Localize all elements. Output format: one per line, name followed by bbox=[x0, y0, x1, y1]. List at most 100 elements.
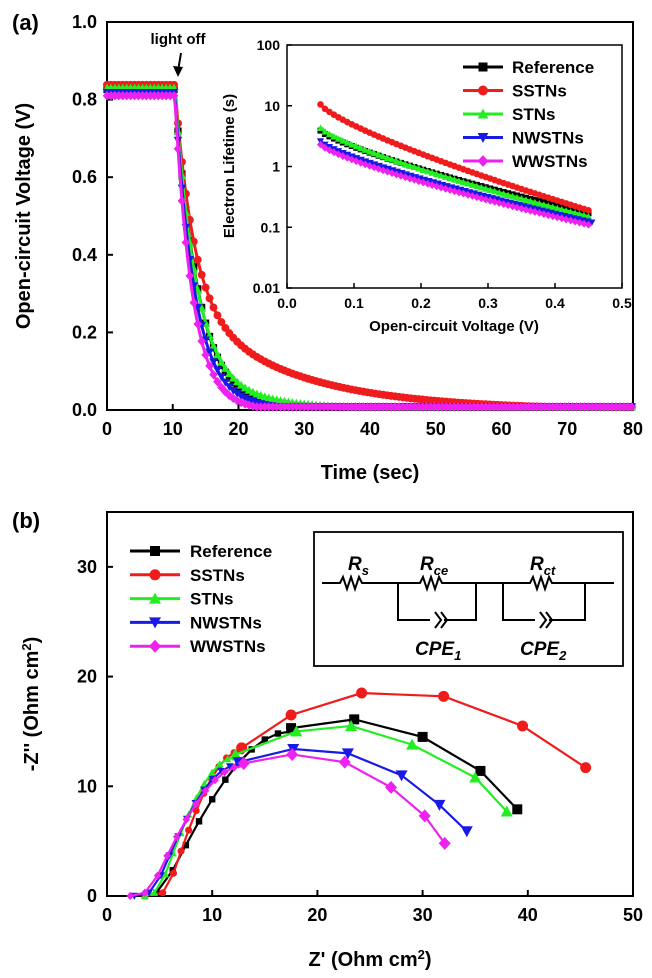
data-point bbox=[217, 373, 226, 382]
y-tick-label: 0.8 bbox=[72, 90, 97, 110]
nyquist-data-point bbox=[512, 804, 523, 815]
inset-data-point bbox=[522, 196, 530, 203]
nyquist-hf-point bbox=[261, 736, 268, 743]
inset-y-tick-label: 100 bbox=[257, 37, 281, 53]
inset-series-SSTNs bbox=[317, 101, 592, 214]
nyquist-data-point bbox=[433, 799, 446, 811]
inset-y-tick-label: 1 bbox=[272, 159, 280, 175]
nyquist-data-point bbox=[395, 770, 408, 782]
nyquist-data-point bbox=[341, 748, 354, 760]
inset-data-point bbox=[437, 183, 445, 192]
nyquist-data-point bbox=[286, 723, 297, 734]
inset-data-point bbox=[406, 161, 414, 169]
nyquist-hf-point bbox=[182, 815, 191, 824]
circuit-label-rce: Rce bbox=[420, 554, 448, 578]
y-tick-label: 0.0 bbox=[72, 400, 97, 420]
nyquist-hf-point bbox=[153, 871, 162, 880]
inset-data-point bbox=[504, 201, 512, 210]
inset-data-point bbox=[428, 169, 436, 176]
inset-x-tick-label: 0.5 bbox=[612, 295, 632, 311]
inset-data-point bbox=[513, 203, 521, 212]
nyquist-line bbox=[144, 718, 519, 898]
data-point bbox=[181, 237, 191, 248]
data-point bbox=[201, 283, 210, 292]
nyquist-data-point bbox=[285, 709, 297, 721]
inset-data-point bbox=[366, 147, 374, 155]
inset-data-point bbox=[544, 202, 552, 210]
inset-data-point bbox=[500, 190, 508, 197]
light-off-arrow bbox=[173, 52, 183, 77]
legend-marker bbox=[149, 639, 161, 653]
data-point bbox=[209, 358, 218, 367]
inset-data-point bbox=[549, 212, 557, 221]
panel-a-xlabel: Time (sec) bbox=[321, 462, 420, 484]
x-tick-label: 60 bbox=[491, 419, 511, 439]
inset-data-point bbox=[410, 163, 418, 171]
inset-data-point bbox=[343, 153, 351, 162]
inset-data-point bbox=[567, 208, 575, 215]
data-point bbox=[185, 271, 195, 281]
inset-data-point bbox=[410, 175, 418, 184]
data-point bbox=[224, 369, 234, 378]
inset-data-point bbox=[553, 204, 561, 212]
data-point bbox=[169, 91, 179, 101]
inset-data-point bbox=[374, 151, 383, 158]
panel-a-curves bbox=[102, 80, 637, 412]
data-point bbox=[189, 297, 199, 308]
y-tick-label: 0.6 bbox=[72, 167, 97, 187]
circuit-label-rct: Rct bbox=[530, 554, 556, 578]
inset-legend-marker bbox=[477, 133, 489, 143]
inset-y-tick-label: 0.1 bbox=[261, 219, 281, 235]
nyquist-data-point bbox=[406, 738, 419, 750]
data-point bbox=[217, 382, 226, 393]
inset-x-tick-label: 0.2 bbox=[411, 295, 431, 311]
x-tick-label: 10 bbox=[202, 905, 222, 925]
inset-legend-marker bbox=[478, 62, 488, 72]
inset-data-point bbox=[464, 190, 472, 199]
nyquist-data-point bbox=[286, 747, 299, 761]
data-point bbox=[193, 255, 202, 264]
inset-data-point bbox=[366, 161, 374, 170]
inset-data-point bbox=[477, 183, 485, 191]
inset-data-point bbox=[588, 219, 596, 227]
y-tick-label: 0.2 bbox=[72, 322, 97, 342]
x-tick-label: 50 bbox=[426, 419, 446, 439]
data-point bbox=[228, 373, 238, 382]
circuit-label-cpe1: CPE1 bbox=[415, 639, 461, 663]
nyquist-hf-point bbox=[182, 841, 190, 849]
inset-legend-label: SSTNs bbox=[512, 82, 567, 101]
legend-marker bbox=[149, 569, 161, 581]
panel-b-frame bbox=[106, 511, 634, 897]
inset-data-point bbox=[535, 209, 543, 217]
circuit-wires bbox=[322, 573, 614, 629]
nyquist-hf-point bbox=[177, 847, 185, 855]
nyquist-data-point bbox=[438, 836, 451, 850]
inset-data-point bbox=[473, 182, 481, 190]
nyquist-hf-point bbox=[200, 779, 209, 787]
data-point bbox=[209, 303, 218, 312]
y-tick-label: 30 bbox=[77, 557, 97, 577]
inset-data-point bbox=[504, 191, 512, 199]
data-point bbox=[232, 396, 242, 406]
data-point bbox=[205, 361, 214, 371]
inset-data-point bbox=[558, 214, 566, 223]
nyquist-data-point bbox=[345, 719, 358, 731]
inset-x-tick-label: 0.0 bbox=[277, 295, 297, 311]
inset-data-point bbox=[584, 212, 593, 220]
data-point bbox=[217, 318, 226, 327]
nyquist-data-point bbox=[500, 805, 513, 817]
data-point bbox=[245, 392, 253, 400]
legend-item: STNs bbox=[130, 590, 233, 609]
inset-legend-marker bbox=[477, 108, 489, 119]
nyquist-data-point bbox=[385, 780, 398, 794]
x-tick-label: 30 bbox=[294, 419, 314, 439]
inset-x-tick-label: 0.3 bbox=[478, 295, 498, 311]
nyquist-hf-point bbox=[223, 755, 232, 763]
nyquist-hf-point bbox=[185, 826, 193, 834]
panel-a-label: (a) bbox=[12, 10, 39, 35]
inset-data-point bbox=[339, 137, 347, 144]
inset-data-point bbox=[575, 218, 584, 227]
nyquist-hf-point bbox=[150, 888, 159, 896]
nyquist-hf-point bbox=[192, 799, 200, 809]
